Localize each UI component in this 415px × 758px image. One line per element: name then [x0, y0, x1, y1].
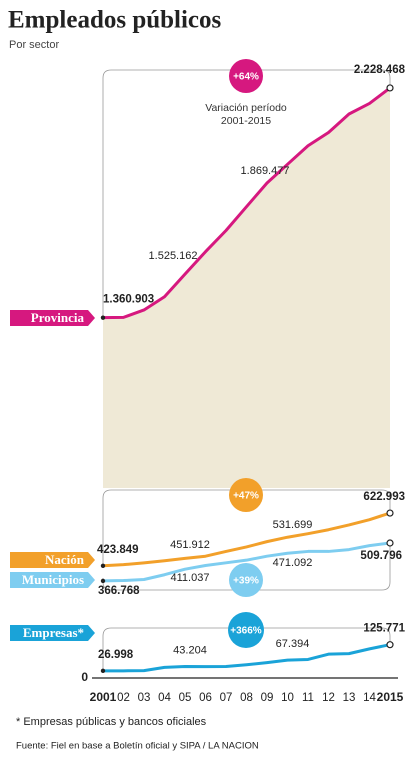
value-label: 43.204	[173, 644, 207, 656]
x-tick-label: 09	[261, 692, 274, 704]
x-tick-label: 06	[199, 692, 212, 704]
x-tick-label: 12	[322, 692, 335, 704]
start-point	[100, 315, 106, 320]
value-label: 471.092	[273, 557, 313, 569]
legend-tag	[10, 625, 95, 641]
legend-tag	[10, 552, 95, 568]
value-label: 366.768	[98, 585, 140, 597]
end-point	[386, 509, 394, 517]
annotation-badge	[229, 478, 263, 512]
start-point	[100, 563, 106, 568]
end-point	[386, 84, 394, 92]
value-label: 622.993	[363, 491, 405, 503]
x-tick-label: 13	[343, 692, 356, 704]
annotation-badge	[229, 563, 263, 597]
value-label: 67.394	[276, 638, 310, 650]
legend-label: Empresas*	[23, 625, 84, 640]
x-tick-label: 07	[220, 692, 233, 704]
x-tick-label: 05	[179, 692, 192, 704]
y-tick-label: 0	[81, 670, 88, 684]
x-tick-label: 2015	[377, 690, 404, 704]
value-label: 509.796	[360, 550, 402, 562]
start-point	[100, 668, 106, 674]
annotation-label: +39%	[233, 576, 259, 587]
legend-tag	[10, 310, 95, 326]
x-tick-label: 04	[158, 692, 171, 704]
x-tick-label: 03	[138, 692, 151, 704]
chart-title: Empleados públicos	[8, 7, 222, 34]
end-point	[386, 641, 394, 649]
series-line	[102, 86, 391, 320]
value-label: 451.912	[170, 539, 210, 551]
annotation-label: +47%	[233, 491, 259, 502]
footnote: * Empresas públicas y bancos oficiales	[16, 716, 207, 728]
value-label: 1.360.903	[103, 294, 154, 306]
value-label: 125.771	[363, 623, 405, 635]
x-tick-label: 08	[240, 692, 253, 704]
series-line	[103, 643, 391, 673]
start-point	[100, 578, 106, 584]
legend-label: Municipios	[22, 572, 84, 587]
annotation-label: +366%	[230, 626, 262, 637]
value-label: 531.699	[273, 519, 313, 531]
annotation-note: 2001-2015	[221, 115, 271, 127]
series-line	[102, 541, 391, 583]
annotation-badge	[228, 612, 264, 648]
value-label: 26.998	[98, 649, 134, 661]
value-label: 1.869.477	[241, 165, 290, 177]
value-label: 2.228.468	[354, 64, 406, 76]
value-label: 411.037	[171, 572, 210, 584]
source: Fuente: Fiel en base a Boletín oficial y…	[16, 741, 259, 752]
value-label: 1.525.162	[149, 250, 198, 262]
legend-tag	[10, 572, 95, 588]
x-tick-label: 14	[363, 692, 376, 704]
annotation-label: +64%	[233, 72, 259, 83]
annotation-note: Variación período	[205, 102, 287, 114]
end-point	[386, 539, 394, 547]
value-label: 423.849	[97, 544, 139, 556]
legend-label: Nación	[45, 552, 85, 567]
x-tick-label: 02	[117, 692, 130, 704]
annotation-badge	[229, 59, 263, 93]
x-tick-label: 2001	[90, 690, 117, 704]
area-fill	[103, 87, 390, 488]
x-tick-label: 10	[281, 692, 294, 704]
chart-subtitle: Por sector	[9, 39, 59, 51]
x-tick-label: 11	[302, 692, 314, 704]
legend-label: Provincia	[31, 310, 85, 325]
series-line	[102, 511, 391, 568]
